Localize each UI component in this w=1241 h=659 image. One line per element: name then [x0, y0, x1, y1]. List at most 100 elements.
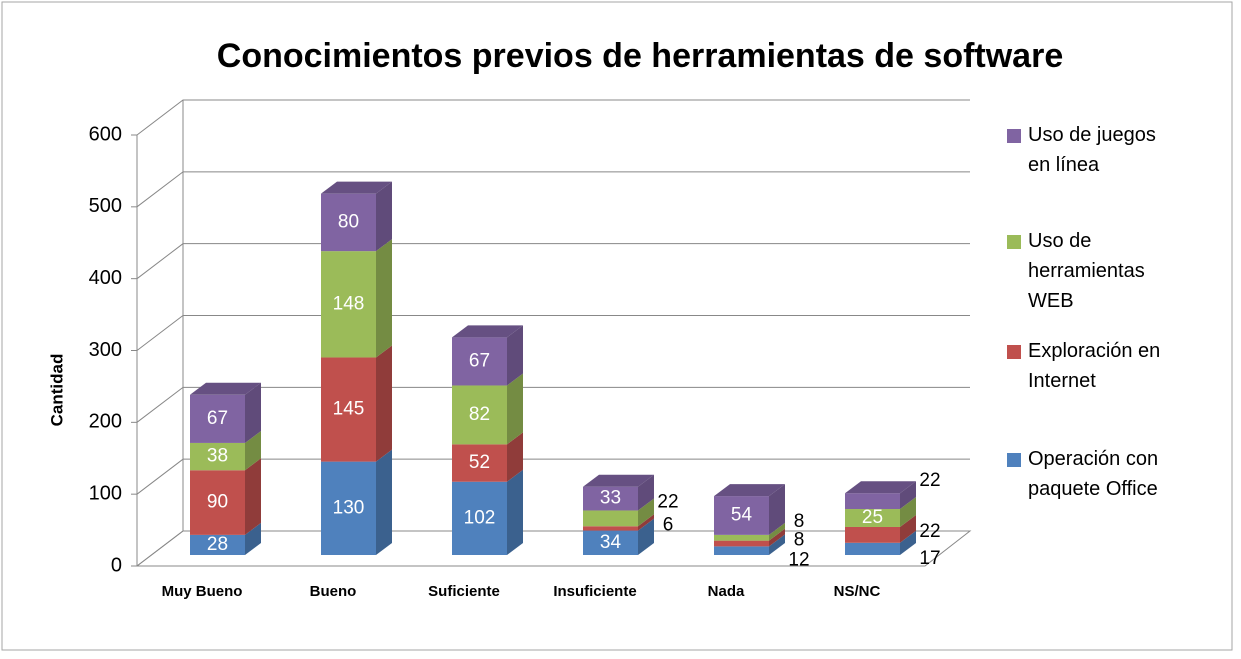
- data-label: 38: [207, 446, 228, 467]
- bar-top: [714, 484, 785, 497]
- x-tick-label: Suficiente: [428, 583, 500, 600]
- bar-side: [638, 498, 654, 527]
- bar-front: [452, 385, 507, 445]
- bar-top: [321, 181, 392, 194]
- bar-top: [845, 481, 916, 494]
- bar-side: [900, 481, 916, 510]
- data-label: 8: [794, 530, 805, 551]
- bar-top: [452, 325, 523, 338]
- data-label: 82: [469, 404, 490, 425]
- bar-side: [900, 530, 916, 555]
- data-label: 130: [333, 497, 365, 518]
- data-label: 102: [464, 507, 496, 528]
- data-label: 54: [731, 505, 753, 526]
- bar-side: [900, 497, 916, 527]
- grid-line: [136, 315, 970, 351]
- bar-side: [245, 430, 261, 471]
- legend-item: Uso de herramientas WEB: [1007, 226, 1197, 316]
- data-label: 25: [862, 507, 883, 528]
- legend-item: Exploración en Internet: [1007, 336, 1197, 396]
- y-tick-label: 300: [89, 339, 122, 361]
- bar-side: [638, 514, 654, 531]
- y-axis-label: Cantidad: [47, 354, 66, 427]
- bar-side: [900, 514, 916, 543]
- bar-side: [376, 239, 392, 358]
- data-label: 12: [788, 550, 809, 571]
- bar-top: [190, 382, 261, 395]
- bar-front: [321, 251, 376, 358]
- bar-front: [583, 486, 638, 511]
- y-tick-label: 100: [89, 482, 122, 504]
- data-label: 22: [657, 491, 678, 512]
- data-label: 67: [469, 350, 490, 371]
- bar-top: [583, 474, 654, 487]
- y-tick-label: 200: [89, 411, 122, 433]
- bar-side: [245, 382, 261, 443]
- bar-front: [190, 442, 245, 471]
- grid-line: [136, 171, 970, 208]
- bar-front: [845, 542, 900, 555]
- legend-swatch: [1007, 235, 1021, 249]
- data-label: 8: [794, 511, 805, 532]
- bar-front: [845, 493, 900, 510]
- legend-swatch: [1007, 453, 1021, 467]
- bar-side: [245, 458, 261, 535]
- legend-swatch: [1007, 129, 1021, 143]
- bar-front: [714, 546, 769, 555]
- grid-line: [136, 458, 970, 495]
- data-label: 52: [469, 452, 490, 473]
- bar-side: [769, 522, 785, 541]
- legend-swatch: [1007, 345, 1021, 359]
- bar-front: [583, 530, 638, 555]
- grid-line: [136, 99, 970, 136]
- legend-item: Uso de juegos en línea: [1007, 120, 1197, 180]
- bar-side: [769, 534, 785, 555]
- bar-front: [583, 510, 638, 527]
- data-label: 67: [207, 408, 228, 429]
- bar-side: [638, 474, 654, 511]
- data-label: 6: [663, 514, 674, 535]
- y-tick-label: 0: [111, 554, 122, 576]
- x-tick-label: Nada: [708, 583, 745, 600]
- data-label: 33: [600, 488, 621, 509]
- bar-front: [190, 470, 245, 535]
- bar-front: [321, 461, 376, 555]
- bar-front: [845, 509, 900, 527]
- legend-item: Operación con paquete Office: [1007, 444, 1197, 504]
- data-label: 90: [207, 492, 228, 513]
- bar-front: [190, 394, 245, 443]
- x-tick-label: Muy Bueno: [162, 583, 243, 600]
- data-label: 148: [333, 293, 365, 314]
- bar-side: [769, 528, 785, 547]
- bar-side: [638, 518, 654, 555]
- bar-front: [583, 526, 638, 531]
- bar-side: [376, 345, 392, 462]
- bar-front: [452, 337, 507, 386]
- y-tick-label: 600: [89, 123, 122, 145]
- legend-label: Exploración en Internet: [1028, 340, 1161, 392]
- grid-line: [136, 386, 970, 423]
- bar-side: [507, 432, 523, 482]
- bar-side: [507, 469, 523, 555]
- bar-front: [714, 540, 769, 547]
- bar-front: [714, 496, 769, 535]
- bar-front: [321, 357, 376, 462]
- data-label: 34: [600, 532, 622, 553]
- bar-side: [507, 373, 523, 445]
- bar-side: [376, 181, 392, 252]
- grid-line: [136, 530, 970, 567]
- data-label: 28: [207, 534, 228, 555]
- bar-front: [845, 526, 900, 543]
- data-label: 22: [919, 470, 940, 491]
- x-tick-label: Bueno: [310, 583, 357, 600]
- legend-label: Uso de herramientas WEB: [1028, 230, 1145, 312]
- y-tick-label: 400: [89, 267, 122, 289]
- grid-line: [136, 243, 970, 280]
- x-tick-label: NS/NC: [834, 583, 881, 600]
- bar-front: [452, 444, 507, 482]
- bar-front: [452, 481, 507, 555]
- chart-title: Conocimientos previos de herramientas de…: [217, 37, 1063, 75]
- data-label: 17: [919, 548, 940, 569]
